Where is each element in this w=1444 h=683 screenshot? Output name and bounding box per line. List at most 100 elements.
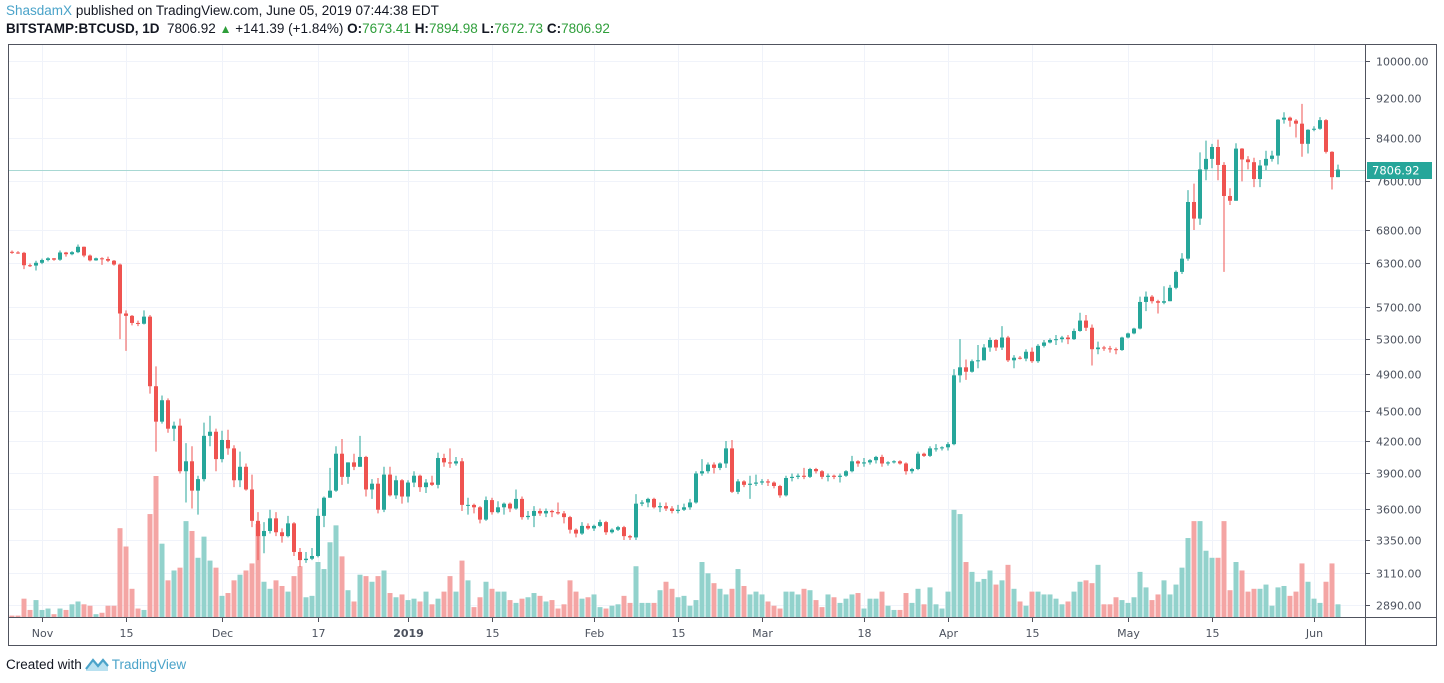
publish-info: ShasdamX published on TradingView.com, J… [6,3,439,18]
tradingview-link[interactable]: TradingView [111,656,187,672]
candle-body [136,322,140,324]
candle-body [412,475,416,483]
volume-bar [843,598,849,617]
volume-bar [675,597,681,617]
candle-body [238,466,242,481]
volume-bar [747,594,753,617]
candle-body [64,252,68,255]
volume-bar [735,569,741,617]
candle-body [1060,337,1064,340]
volume-bar [1221,521,1227,617]
low-label: L: [481,21,495,36]
volume-bar [939,608,945,617]
candle-body [478,507,482,520]
volume-bar [1101,604,1107,617]
volume-bar [345,590,351,617]
candle-body [850,461,854,472]
candle-body [1108,348,1112,350]
candle-body [310,556,314,559]
candle-body [1048,339,1052,343]
author-link[interactable]: ShasdamX [6,3,73,18]
tradingview-logo-icon[interactable] [84,656,109,672]
volume-bar [1029,591,1035,617]
candle-body [544,510,548,514]
volume-bar [801,588,807,617]
volume-bar [363,576,369,617]
candle-body [118,264,122,314]
volume-bar [351,601,357,617]
candle-body [694,473,698,503]
volume-bar [477,597,483,617]
volume-bar [1011,588,1017,617]
volume-bar [135,608,141,617]
volume-bar [711,583,717,617]
candle-body [940,447,944,449]
last-price-label: 7806.92 [1372,164,1420,178]
candle-body [28,265,32,267]
volume-bar [795,594,801,617]
volume-bar [399,594,405,617]
volume-bar [381,570,387,617]
candle-body [712,464,716,468]
candle-body [358,456,362,467]
close-value: 7806.92 [561,21,610,36]
y-tick-label: 3110.00 [1376,568,1422,581]
volume-bar [657,590,663,617]
candle-body [322,497,326,516]
candle-body [244,466,248,490]
candle-body [1210,147,1214,159]
x-tick-label: May [1117,627,1140,640]
candle-body [454,461,458,464]
candle-body [808,469,812,477]
y-tick-label: 6300.00 [1376,258,1422,271]
volume-bar [39,609,45,617]
candle-body [754,482,758,484]
change-value: +141.39 (+1.84%) [235,21,344,36]
volume-bar [897,609,903,617]
volume-bar [495,591,501,617]
volume-bar [459,560,465,617]
volume-bar [957,514,963,617]
volume-bar [699,562,705,617]
candle-body [304,558,308,561]
volume-bar [447,576,453,617]
volume-bar [123,546,129,617]
volume-bar [819,607,825,617]
volume-bar [1209,557,1215,617]
volume-bar [861,608,867,617]
candle-body [724,448,728,464]
time-axis[interactable]: Nov 15 Dec 17 2019 15 Feb 15 Mar 18 Apr 15 May 15 Jun [32,617,1323,640]
candle-body [862,462,866,464]
volume-bar [627,602,633,617]
candle-body [166,400,170,429]
candle-body [208,431,212,436]
candle-body [214,431,218,460]
volume-bar [885,605,891,617]
candle-body [1330,151,1334,178]
volume-bar [717,588,723,617]
volume-bar [69,604,75,617]
price-axis[interactable]: 10000.009200.008400.007600.006800.006300… [1365,56,1429,613]
x-tick-label: 15 [1026,627,1040,640]
candle-body [490,500,494,513]
volume-bar [837,602,843,617]
triangle-up-icon: ▲ [219,22,232,36]
volume-bar [321,569,327,617]
candle-body [328,490,332,498]
volume-bar [153,476,159,617]
candle-body [778,485,782,496]
candle-body [406,482,410,497]
volume-bar [1125,602,1131,617]
symbol-legend: BITSTAMP:BTCUSD, 1D 7806.92 ▲ +141.39 (+… [6,21,610,36]
candle-body [1258,165,1262,180]
volume-bar [537,595,543,617]
volume-bar [273,580,279,617]
volume-bar [195,557,201,617]
y-tick-label: 4500.00 [1376,406,1422,419]
volume-bar [1017,601,1023,617]
candle-body [160,400,164,422]
candle-body [832,475,836,477]
candle-body [976,360,980,362]
candle-body [760,481,764,483]
